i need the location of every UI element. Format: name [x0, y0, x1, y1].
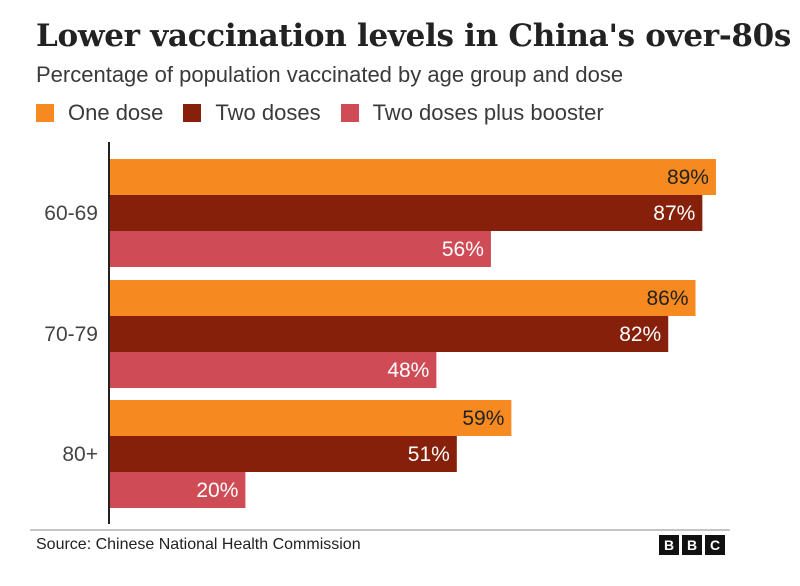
legend-label-two-doses: Two doses	[215, 100, 321, 125]
legend-swatch-two-doses	[183, 104, 202, 122]
data-label: 20%	[196, 479, 238, 502]
bar-one-dose-60-69	[109, 159, 716, 195]
category-label: 80+	[62, 443, 98, 466]
legend-swatch-one-dose	[36, 104, 54, 122]
data-label: 89%	[667, 166, 709, 189]
category-label: 60-69	[44, 202, 98, 225]
bbc-logo: B B C	[659, 535, 728, 555]
data-label: 48%	[387, 359, 429, 382]
data-label: 87%	[653, 202, 695, 225]
bbc-logo-letter: C	[705, 535, 725, 555]
bar-booster-80+	[109, 472, 246, 508]
data-label: 51%	[408, 443, 450, 466]
data-label: 86%	[646, 287, 688, 310]
bbc-logo-letter: B	[659, 535, 679, 555]
legend-item-booster: Two doses plus booster	[340, 100, 604, 126]
bbc-logo-letter: B	[682, 535, 702, 555]
data-label: 59%	[462, 407, 504, 430]
legend-swatch-booster	[340, 104, 359, 122]
bar-booster-60-69	[109, 231, 491, 267]
legend: One dose Two doses Two doses plus booste…	[36, 100, 624, 126]
legend-item-two-doses: Two doses	[183, 100, 321, 126]
legend-label-one-dose: One dose	[68, 100, 164, 125]
chart-subtitle: Percentage of population vaccinated by a…	[36, 62, 624, 87]
category-label: 70-79	[44, 323, 98, 346]
source-note: Source: Chinese National Health Commissi…	[36, 536, 361, 553]
data-label: 56%	[442, 238, 484, 261]
bar-two-doses-80+	[109, 436, 457, 472]
bar-two-doses-70-79	[109, 316, 669, 352]
data-label: 82%	[619, 323, 661, 346]
chart-title: Lower vaccination levels in China's over…	[36, 18, 792, 54]
bar-one-dose-70-79	[109, 280, 696, 316]
bar-booster-70-79	[109, 352, 437, 388]
legend-label-booster: Two doses plus booster	[372, 100, 604, 125]
bar-two-doses-60-69	[109, 195, 703, 231]
bar-one-dose-80+	[109, 400, 512, 436]
legend-item-one-dose: One dose	[36, 100, 163, 126]
